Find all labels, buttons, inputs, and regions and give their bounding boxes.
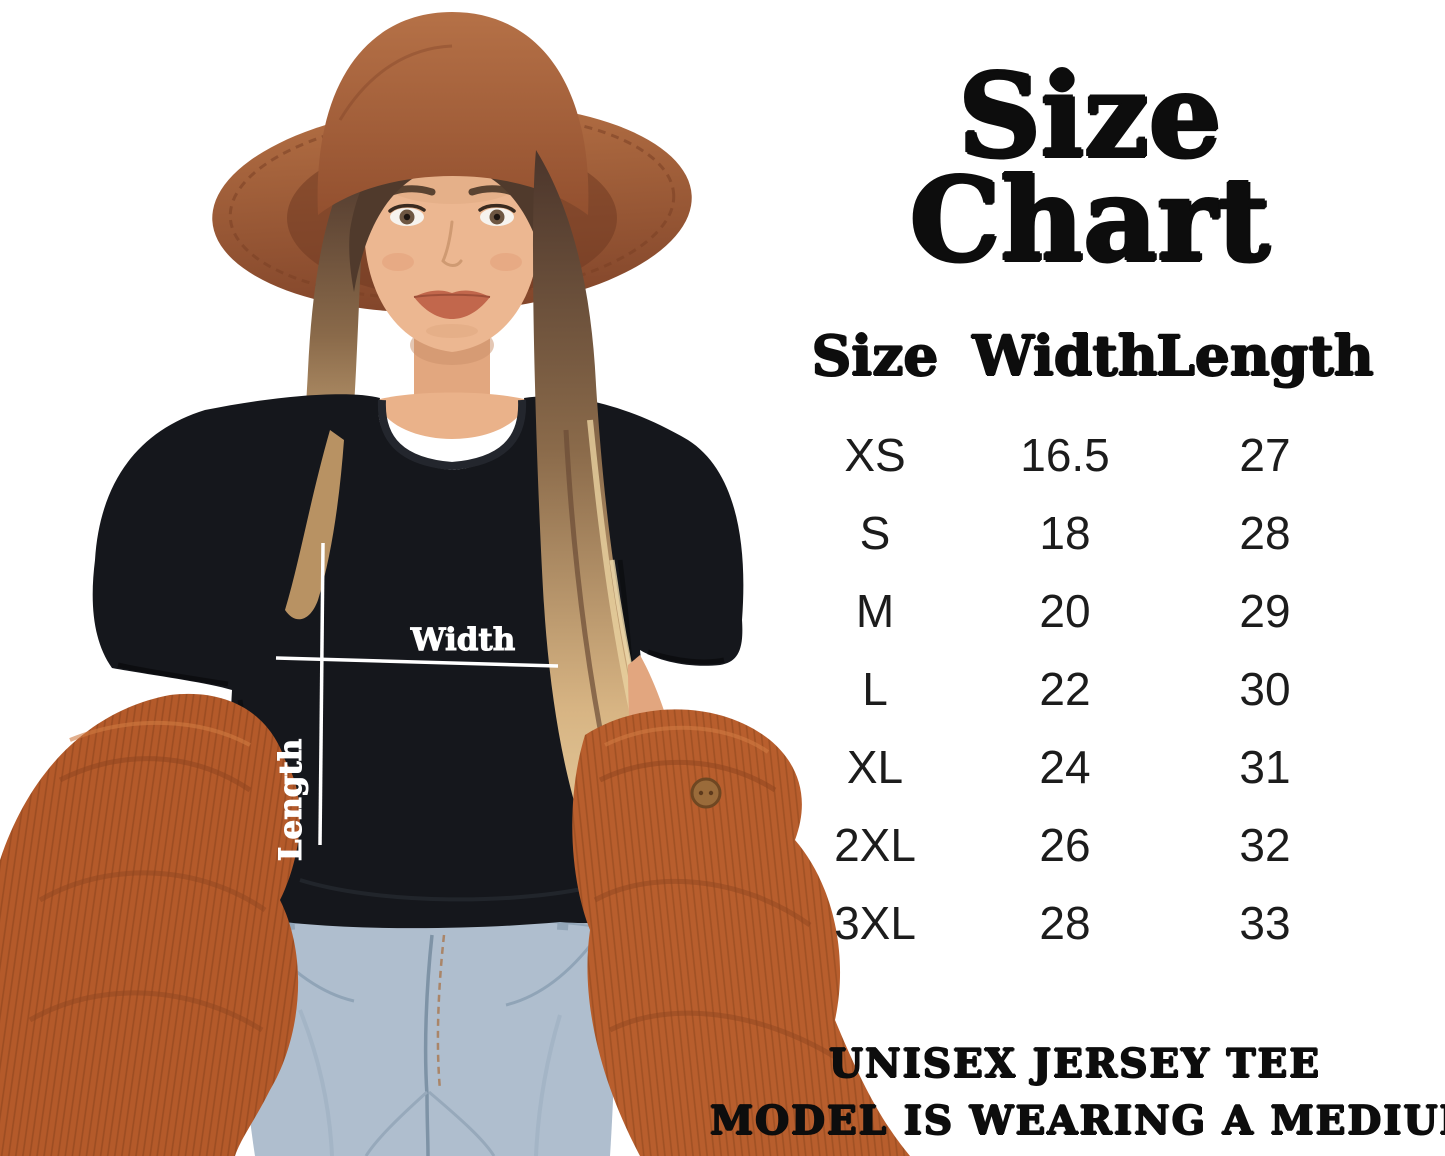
size-cell: S (859, 507, 891, 559)
footer-line2: MODEL IS WEARING A MEDIUM (710, 1098, 1445, 1144)
size-cell: XL (846, 741, 904, 793)
col-header-size: Size (811, 322, 939, 388)
hair-strand-left (285, 430, 344, 620)
size-chart-panel: Size Chart Size Width Length XS 16.5 27 … (710, 0, 1445, 1156)
size-cell: 3XL (834, 897, 916, 949)
footer-note: UNISEX JERSEY TEE MODEL IS WEARING A MED… (710, 1036, 1445, 1150)
hat-crown (317, 12, 589, 215)
jeans (243, 893, 615, 1156)
length-cell: 33 (1239, 897, 1291, 949)
size-table-header: Size Width Length (740, 322, 1410, 388)
col-header-length: Length (1156, 322, 1374, 388)
model-photo: Width Length (0, 12, 910, 1156)
width-cell: 26 (1039, 819, 1091, 871)
length-cell: 29 (1239, 585, 1291, 637)
size-cell: M (855, 585, 895, 637)
length-cell: 32 (1239, 819, 1291, 871)
cardigan-button (690, 777, 722, 809)
width-cell: 16.5 (1020, 429, 1110, 481)
width-cell: 18 (1039, 507, 1091, 559)
title-line1: Size (958, 49, 1222, 183)
measurement-overlay: Width Length (273, 542, 559, 862)
length-cell: 30 (1239, 663, 1291, 715)
size-cell: L (862, 663, 888, 715)
eyes (388, 203, 516, 226)
width-cell: 24 (1039, 741, 1091, 793)
width-cell: 20 (1039, 585, 1091, 637)
size-cell: XS (844, 429, 906, 481)
length-cell: 28 (1239, 507, 1291, 559)
width-measure-line (275, 656, 559, 668)
footer-line1: UNISEX JERSEY TEE (828, 1041, 1321, 1087)
length-cell: 27 (1239, 429, 1291, 481)
col-header-width: Width (972, 322, 1158, 388)
size-table: XS 16.5 27 S 18 28 M 20 29 L 22 30 XL 24 (740, 416, 1410, 962)
cardigan-left (0, 693, 300, 1156)
width-label: Width (410, 622, 516, 658)
size-cell: 2XL (834, 819, 916, 871)
length-cell: 31 (1239, 741, 1291, 793)
hair-right (533, 150, 690, 895)
width-cell: 22 (1039, 663, 1091, 715)
page-title: Size Chart (740, 49, 1410, 287)
width-cell: 28 (1039, 897, 1091, 949)
cardigan-right (572, 709, 910, 1156)
length-label: Length (273, 739, 309, 862)
length-measure-line (318, 542, 325, 846)
title-line2: Chart (909, 153, 1271, 287)
lips (414, 290, 490, 319)
